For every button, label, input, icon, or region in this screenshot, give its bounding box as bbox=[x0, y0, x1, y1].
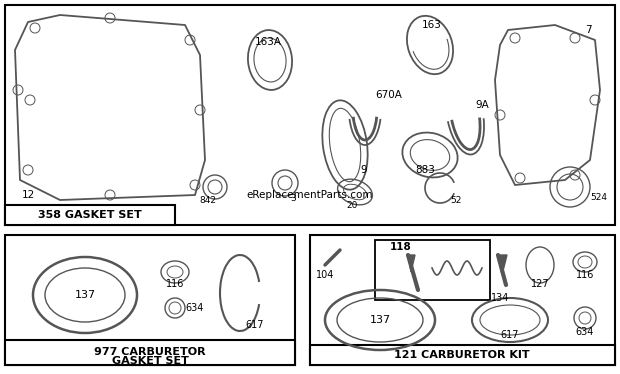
Text: 3: 3 bbox=[290, 193, 296, 202]
Text: 617: 617 bbox=[246, 320, 264, 330]
Text: 118: 118 bbox=[390, 242, 412, 252]
Text: 163A: 163A bbox=[255, 37, 282, 47]
Text: 617: 617 bbox=[501, 330, 520, 340]
Bar bbox=[310, 345, 615, 365]
Text: 883: 883 bbox=[415, 165, 435, 175]
Text: 670A: 670A bbox=[375, 90, 402, 100]
Text: eReplacementParts.com: eReplacementParts.com bbox=[247, 190, 373, 200]
Text: GASKET SET: GASKET SET bbox=[112, 356, 188, 366]
Text: 137: 137 bbox=[370, 315, 391, 325]
Text: 634: 634 bbox=[185, 303, 203, 313]
Text: 134: 134 bbox=[491, 293, 509, 303]
Polygon shape bbox=[498, 255, 507, 275]
Bar bbox=[5, 340, 295, 365]
Text: 842: 842 bbox=[200, 196, 216, 205]
Bar bbox=[310, 235, 615, 365]
Text: 524: 524 bbox=[590, 193, 607, 202]
Bar bbox=[5, 5, 615, 225]
Text: 116: 116 bbox=[166, 279, 184, 289]
Text: 9: 9 bbox=[360, 165, 366, 175]
Polygon shape bbox=[408, 255, 415, 272]
Text: 7: 7 bbox=[585, 25, 591, 35]
Text: 977 CARBURETOR: 977 CARBURETOR bbox=[94, 347, 206, 357]
Text: 358 GASKET SET: 358 GASKET SET bbox=[38, 210, 142, 220]
Text: 9A: 9A bbox=[475, 100, 489, 110]
Text: 634: 634 bbox=[576, 327, 594, 337]
Text: 127: 127 bbox=[531, 279, 549, 289]
Text: 20: 20 bbox=[347, 200, 358, 209]
Text: 104: 104 bbox=[316, 270, 334, 280]
Text: 163: 163 bbox=[422, 20, 442, 30]
Text: 52: 52 bbox=[450, 196, 461, 205]
Bar bbox=[5, 235, 295, 365]
Text: 12: 12 bbox=[22, 190, 35, 200]
Text: 137: 137 bbox=[74, 290, 95, 300]
Bar bbox=[375, 240, 490, 300]
Text: 121 CARBURETOR KIT: 121 CARBURETOR KIT bbox=[394, 350, 530, 360]
Bar bbox=[5, 205, 175, 225]
Text: 116: 116 bbox=[576, 270, 594, 280]
